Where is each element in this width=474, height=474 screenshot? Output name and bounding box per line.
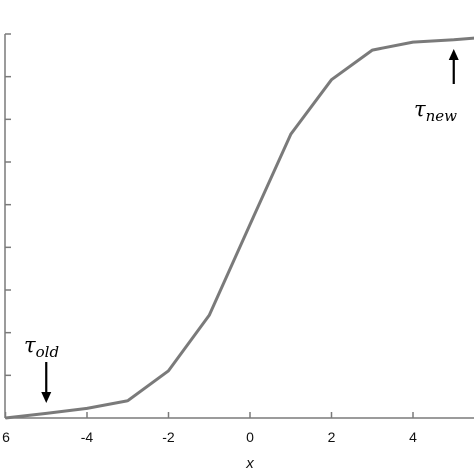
x-axis-ticks: 6 -4 -2 0 2 4	[2, 412, 417, 445]
series-line	[5, 36, 474, 420]
y-axis-ticks	[5, 33, 11, 419]
x-tick-label: 0	[246, 429, 254, 445]
tau-old-label: τold	[24, 333, 59, 361]
tau-new-arrowhead	[448, 49, 459, 60]
x-tick-label: 2	[328, 429, 336, 445]
tau-old-arrowhead	[41, 392, 52, 403]
x-tick-label: 6	[2, 429, 10, 445]
tau-new-annotation: τnew	[414, 49, 459, 125]
x-tick-label: 4	[409, 429, 417, 445]
x-tick-label: -4	[81, 429, 94, 445]
x-axis-label: x	[245, 455, 254, 472]
x-tick-label: -2	[162, 429, 175, 445]
tau-new-label: τnew	[414, 97, 457, 125]
tau-old-annotation: τold	[24, 333, 59, 403]
